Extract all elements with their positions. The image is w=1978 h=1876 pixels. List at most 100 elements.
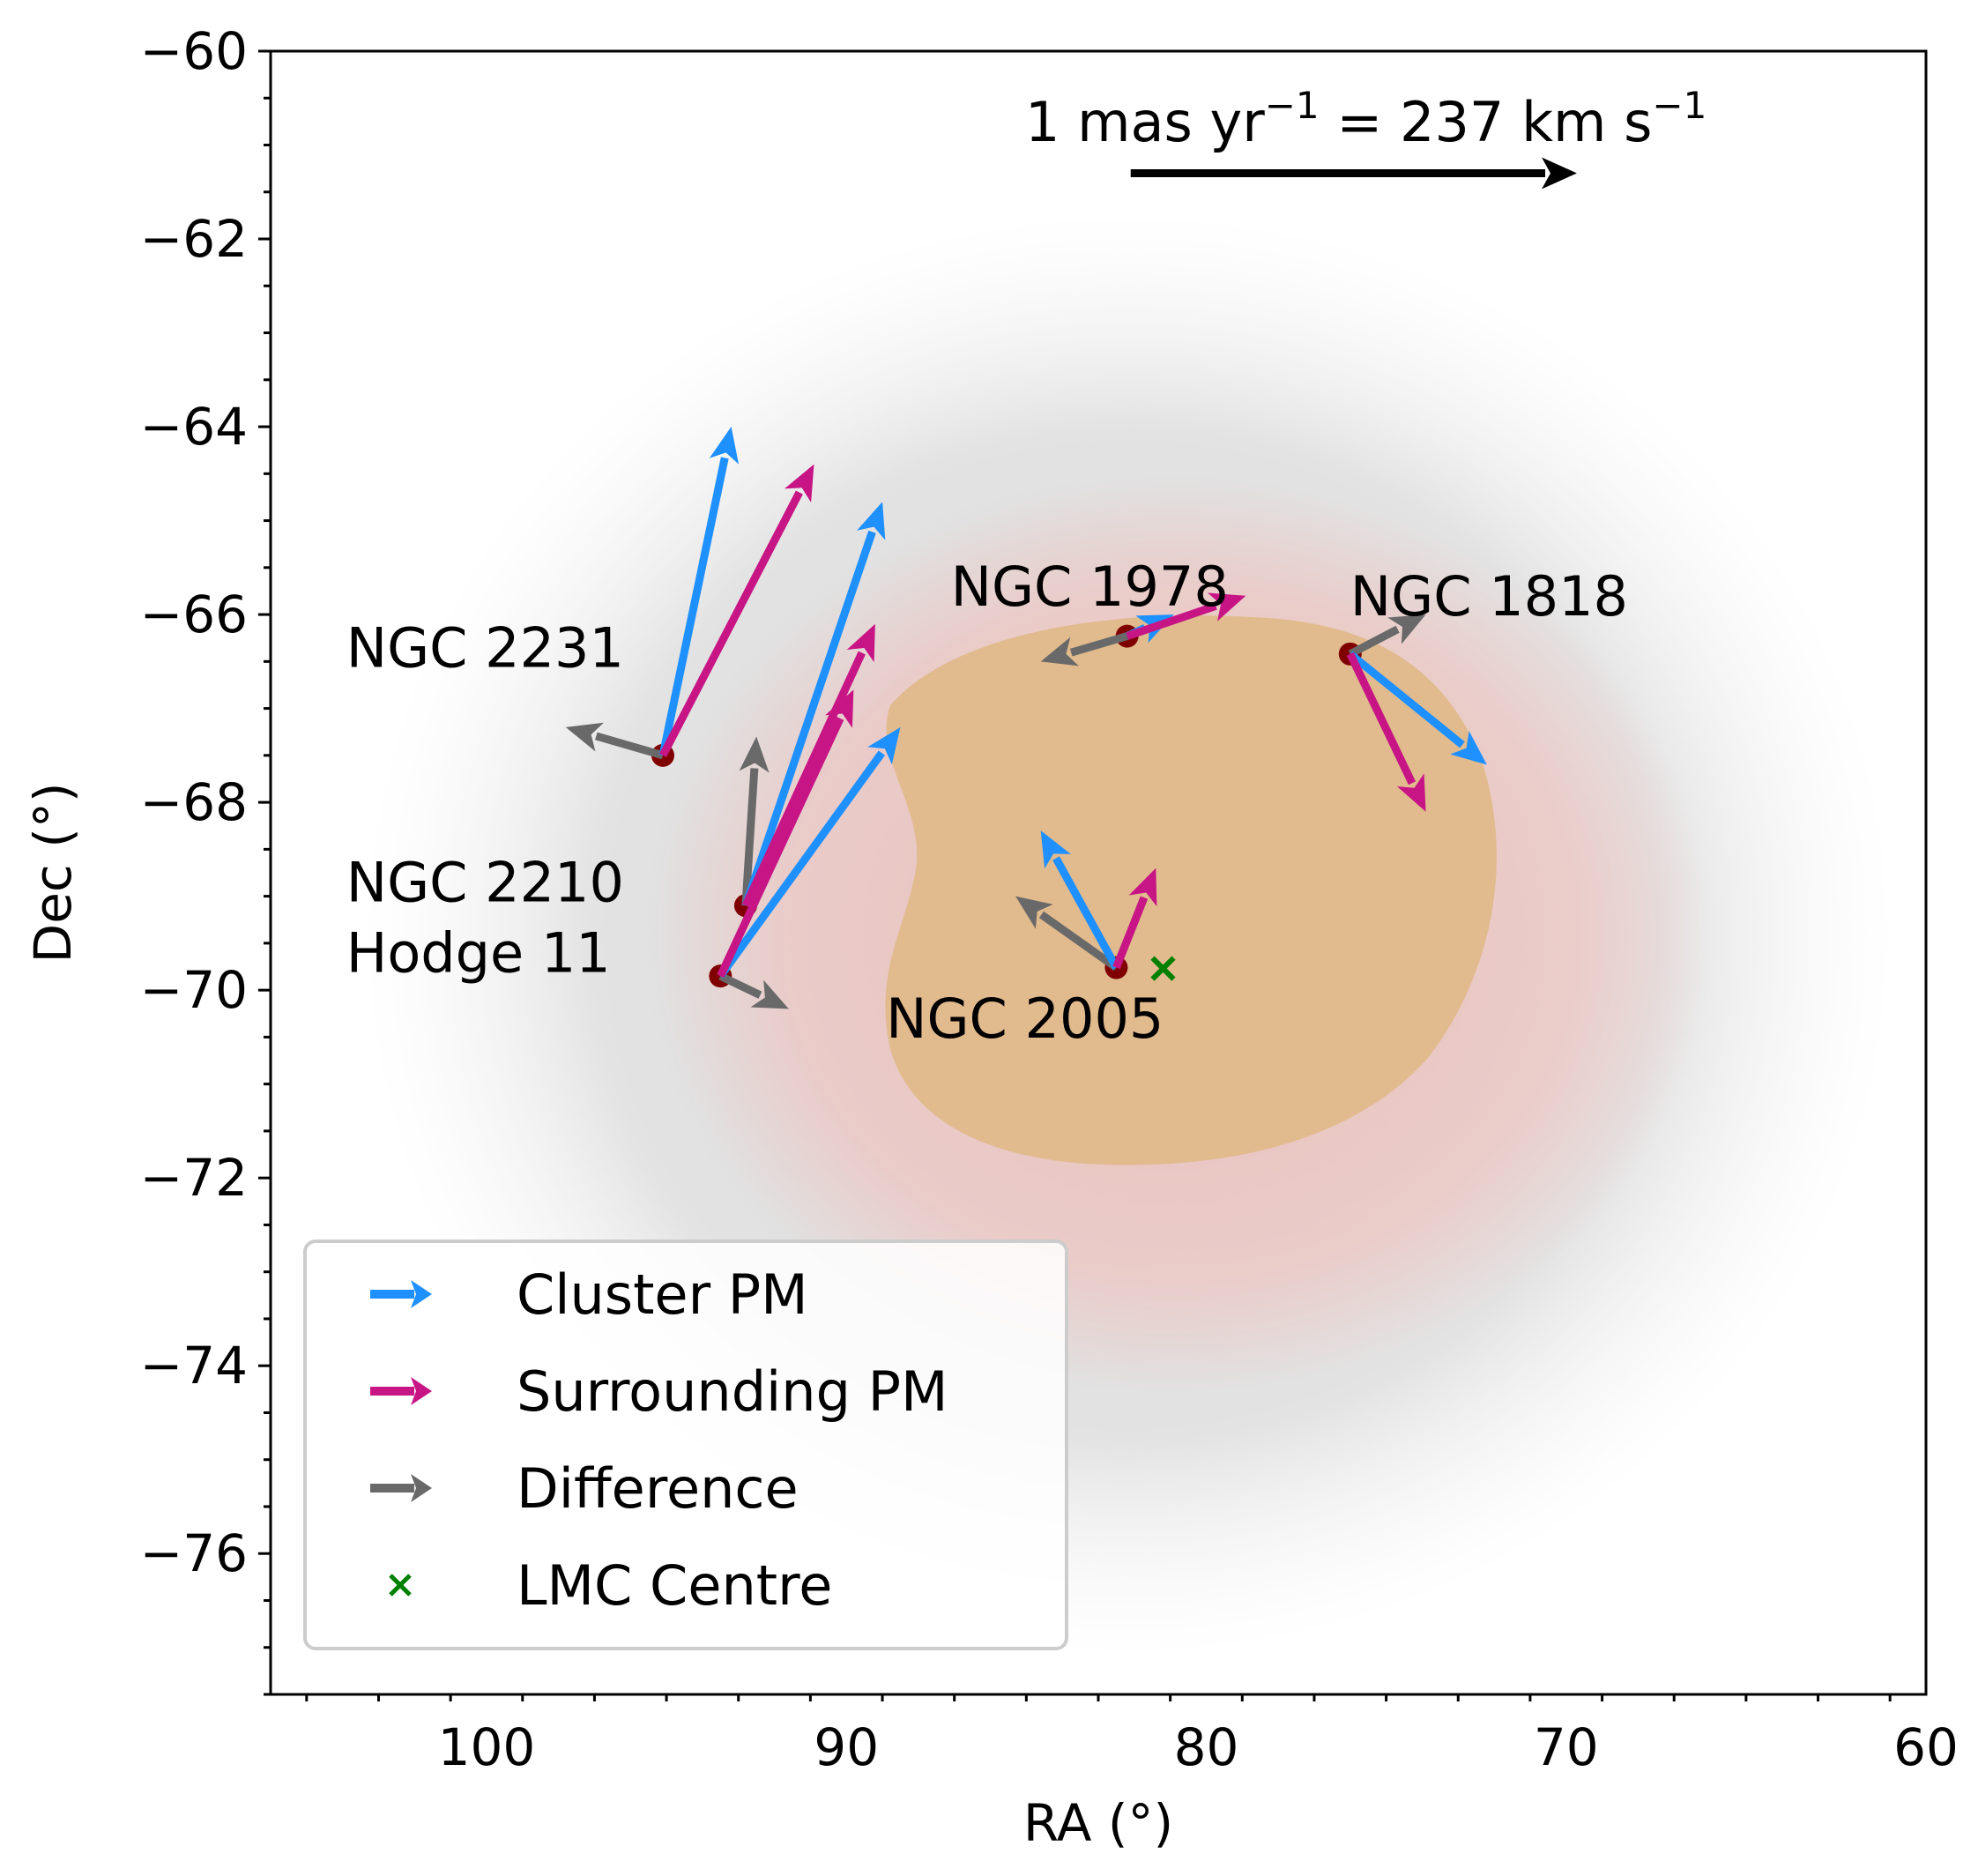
cluster-pm-arrow-head	[1040, 830, 1071, 869]
lmc-centre-stroke	[1150, 956, 1176, 981]
difference-arrow	[718, 972, 789, 1009]
y-tick-label: −64	[140, 397, 248, 457]
x-tick-label: 70	[1534, 1717, 1599, 1777]
cluster-pm-arrow-shaft	[741, 530, 876, 907]
cluster-pm-arrow	[658, 427, 740, 756]
scale-bar: 1 mas yr−1 = 237 km s−1	[1025, 84, 1707, 190]
x-tick-label: 80	[1174, 1717, 1239, 1777]
cluster-label: NGC 2005	[886, 986, 1164, 1051]
legend-x-icon	[389, 1574, 412, 1597]
legend-entry-difference: Difference	[370, 1456, 799, 1521]
cluster-label: NGC 1978	[951, 555, 1229, 619]
legend-label: Difference	[517, 1456, 799, 1521]
legend-arrow-icon	[370, 1474, 432, 1502]
legend-box	[303, 1240, 1068, 1650]
surrounding-pm-arrow	[741, 623, 875, 908]
density-bar	[885, 615, 1497, 1165]
scale-label-part: = 237 km s	[1320, 90, 1653, 154]
surrounding-pm-arrow	[1126, 592, 1246, 640]
cluster-pm-arrow	[717, 726, 901, 979]
difference-arrow	[739, 736, 770, 906]
surrounding-pm-arrow-head	[1396, 773, 1426, 812]
x-axis-label: RA (°)	[1023, 1793, 1173, 1853]
y-tick-label: −72	[140, 1148, 248, 1208]
cluster-pm-arrow	[1347, 651, 1487, 765]
scale-bar-arrow	[1130, 157, 1577, 190]
legend-label: LMC Centre	[517, 1553, 832, 1618]
surrounding-pm-arrow-shaft	[717, 717, 844, 979]
arrow-layer	[565, 427, 1487, 1009]
surrounding-pm-arrow	[1112, 867, 1157, 970]
surrounding-pm-arrow-shaft	[741, 651, 866, 908]
cluster-label: NGC 2210	[346, 851, 624, 915]
cluster-pm-arrow-shaft	[717, 750, 886, 979]
cluster-hodge-11	[709, 689, 901, 1009]
cluster-pm-arrow-head	[1450, 731, 1487, 765]
legend-arrow-icon	[370, 1377, 432, 1405]
scale-bar-arrow-head	[1541, 157, 1577, 190]
legend-entry-surrounding-pm: Surrounding PM	[370, 1359, 948, 1424]
cluster-label: NGC 1818	[1350, 564, 1628, 629]
surrounding-pm-arrow	[717, 689, 854, 979]
legend-arrow-icon	[370, 1280, 432, 1308]
difference-arrow	[565, 722, 665, 760]
difference-arrow-shaft	[1038, 911, 1119, 972]
y-tick-label: −68	[140, 772, 248, 832]
x-tick-label: 60	[1893, 1717, 1959, 1777]
y-tick-label: −76	[140, 1523, 248, 1583]
cluster-ngc-2231	[565, 427, 814, 767]
surrounding-pm-arrow-head	[825, 689, 854, 728]
y-tick-label: −60	[140, 21, 248, 81]
difference-arrow	[1348, 614, 1426, 658]
difference-arrow-shaft	[741, 768, 759, 906]
surrounding-pm-arrow-head	[1208, 592, 1246, 622]
legend-entry-lmc-centre: LMC Centre	[389, 1553, 832, 1618]
cluster-label: Hodge 11	[346, 921, 611, 986]
difference-arrow-head	[1040, 636, 1079, 666]
cluster-pm-arrow-shaft	[1347, 651, 1465, 748]
cluster-pm-arrow	[1040, 830, 1120, 970]
difference-arrow	[1040, 632, 1128, 666]
difference-arrow-shaft	[1069, 632, 1128, 657]
y-tick-label: −70	[140, 960, 248, 1020]
surrounding-pm-arrow-head	[846, 623, 875, 663]
legend: Cluster PM Surrounding PM Difference LMC Ce…	[303, 1240, 1068, 1650]
surrounding-pm-arrow-shaft	[1346, 651, 1417, 785]
x-tick-label: 100	[438, 1717, 536, 1777]
y-tick-label: −62	[140, 209, 248, 269]
difference-arrow	[1015, 896, 1119, 972]
x-axis: 100 90 80 70 60	[305, 1694, 1959, 1777]
legend-arrow-icon-head	[411, 1377, 432, 1405]
cluster-label: NGC 2231	[346, 615, 624, 680]
scale-label-superscript: −1	[1652, 84, 1707, 127]
y-tick-label: −66	[140, 584, 248, 644]
difference-arrow-head	[565, 722, 604, 752]
surrounding-pm-arrow-shaft	[1112, 896, 1149, 970]
difference-arrow-shaft	[1348, 625, 1400, 658]
legend-label: Cluster PM	[517, 1262, 808, 1327]
scale-label-superscript: −1	[1265, 84, 1320, 127]
surrounding-pm-arrow	[1346, 651, 1426, 812]
surrounding-pm-arrow-head	[784, 464, 814, 502]
legend-arrow-icon-head	[411, 1280, 432, 1308]
surrounding-pm-arrow-head	[1128, 867, 1157, 907]
y-tick-label: −74	[140, 1336, 248, 1396]
legend-arrow-icon-head	[411, 1474, 432, 1502]
y-axis-label: Dec (°)	[23, 783, 83, 964]
surrounding-pm-arrow	[659, 464, 814, 757]
cluster-pm-arrow-head	[709, 427, 740, 465]
legend-label: Surrounding PM	[517, 1359, 948, 1424]
surrounding-pm-arrow-shaft	[1126, 602, 1217, 640]
legend-entry-cluster-pm: Cluster PM	[370, 1262, 808, 1327]
cluster-ngc-1818	[1338, 614, 1487, 812]
cluster-pm-arrow	[741, 502, 886, 907]
cluster-pm-arrow-shaft	[1052, 856, 1120, 970]
difference-arrow-shaft	[718, 972, 762, 999]
scale-label-part: 1 mas yr	[1025, 90, 1265, 154]
cluster-ngc-2005	[1015, 830, 1157, 979]
scale-bar-label: 1 mas yr−1 = 237 km s−1	[1025, 84, 1707, 154]
difference-arrow-head	[739, 736, 770, 773]
cluster-ngc-2210	[733, 502, 886, 918]
